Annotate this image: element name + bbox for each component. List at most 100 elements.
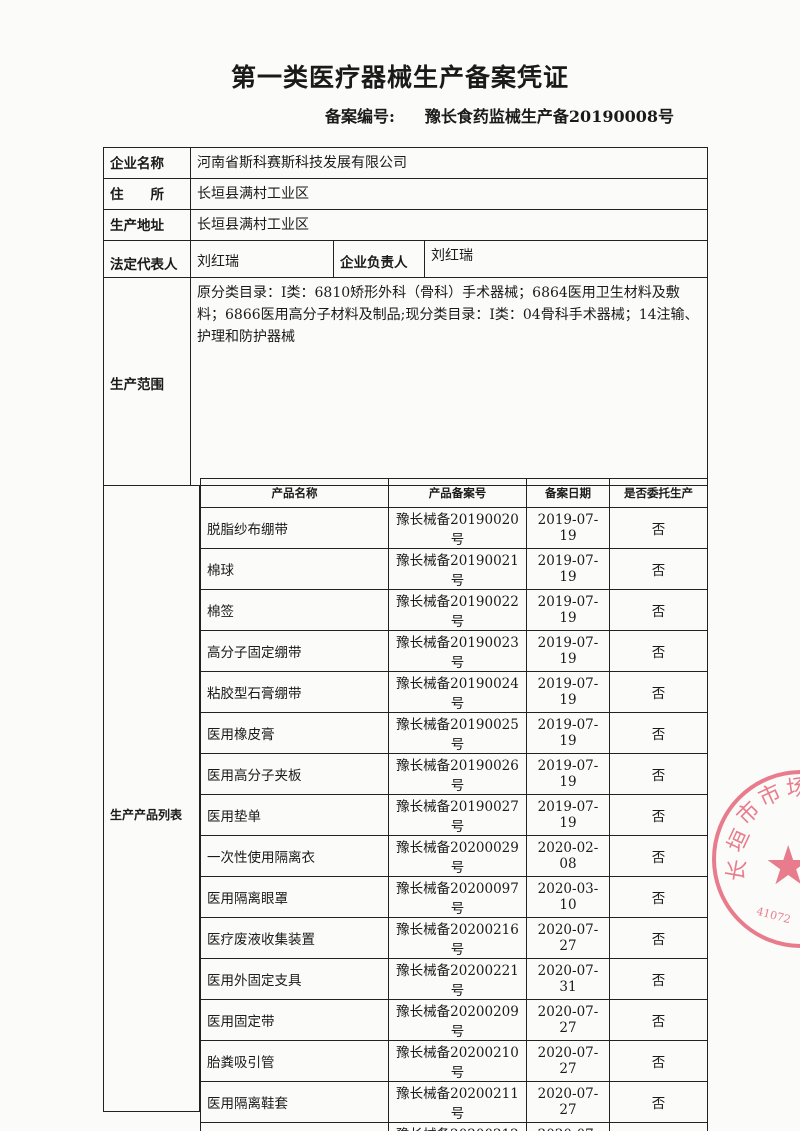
product-date: 2020-07-31 [526,958,610,1000]
product-row: 胎粪吸引管 豫长械备20200210号 2020-07-27 否 [200,1040,708,1082]
header-outsourced: 是否委托生产 [609,478,708,508]
product-date: 2020-03-10 [526,876,610,918]
product-name: 医用垫单 [200,794,389,836]
product-outsourced: 否 [609,999,708,1041]
product-date: 2019-07-19 [526,589,610,631]
product-outsourced: 否 [609,1040,708,1082]
product-outsourced: 否 [609,835,708,877]
scope-value: 原分类目录：Ⅰ类：6810矫形外科（骨科）手术器械；6864医用卫生材料及敷料；… [190,277,708,486]
registration-label: 备案编号: [325,107,395,126]
product-registration-no: 豫长械备20190021号 [388,548,527,590]
product-name: 医用固定带 [200,999,389,1041]
product-row: 医用垫单 豫长械备20190027号 2019-07-19 否 [200,794,708,836]
product-row: 医用外固定支具 豫长械备20200221号 2020-07-31 否 [200,958,708,1000]
company-label: 企业名称 [103,147,191,179]
product-name: 高分子固定绷带 [200,630,389,672]
product-name: 医用外固定支具 [200,958,389,1000]
header-registration-no: 产品备案号 [388,478,527,508]
product-date: 2019-07-19 [526,671,610,713]
product-registration-no: 豫长械备20200212号 [388,1122,527,1131]
product-name: 医用隔离鞋套 [200,1081,389,1123]
product-name: 胎粪吸引管 [200,1040,389,1082]
product-row: 棉球 豫长械备20190021号 2019-07-19 否 [200,548,708,590]
product-row: 医疗废液收集装置 豫长械备20200216号 2020-07-27 否 [200,917,708,959]
product-row: 棉签 豫长械备20190022号 2019-07-19 否 [200,589,708,631]
product-name: 医用橡皮膏 [200,712,389,754]
product-date: 2020-07-27 [526,999,610,1041]
product-row: 医用隔离鞋套 豫长械备20200211号 2020-07-27 否 [200,1081,708,1123]
product-registration-no: 豫长械备20200216号 [388,917,527,959]
product-outsourced: 否 [609,1081,708,1123]
product-registration-no: 豫长械备20190025号 [388,712,527,754]
product-outsourced: 否 [609,794,708,836]
product-row: 高分子固定绷带 豫长械备20190023号 2019-07-19 否 [200,630,708,672]
scope-label: 生产范围 [103,277,191,486]
product-registration-no: 豫长械备20190020号 [388,507,527,549]
product-row: 脱脂纱布绷带 豫长械备20190020号 2019-07-19 否 [200,507,708,549]
product-date: 2019-07-19 [526,548,610,590]
registration-value: 豫长食药监械生产备20190008号 [424,107,674,126]
registration-number: 备案编号: 豫长食药监械生产备20190008号 [325,103,704,127]
header-product-name: 产品名称 [200,478,389,508]
address-label: 住 所 [103,178,191,210]
site-label: 生产地址 [103,209,191,241]
product-name: 粘胶型石膏绷带 [200,671,389,713]
product-name: 棉签 [200,589,389,631]
document-title: 第一类医疗器械生产备案凭证 [230,63,569,92]
product-date: 2020-07-27 [526,1081,610,1123]
product-outsourced: 否 [609,630,708,672]
product-registration-no: 豫长械备20190027号 [388,794,527,836]
product-date: 2020-07-27 [526,1040,610,1082]
product-date: 2019-07-19 [526,794,610,836]
product-date: 2020-07-27 [526,917,610,959]
product-registration-no: 豫长械备20200029号 [388,835,527,877]
product-outsourced: 否 [609,712,708,754]
product-name: 医疗废液收集装置 [200,917,389,959]
head-value: 刘红瑞 [424,240,708,278]
product-registration-no: 豫长械备20200221号 [388,958,527,1000]
product-row: 医用固定带 豫长械备20200209号 2020-07-27 否 [200,999,708,1041]
product-name: 医用隔离眼罩 [200,876,389,918]
product-row: 一次性使用隔离衣 豫长械备20200029号 2020-02-08 否 [200,835,708,877]
address-value: 长垣县满村工业区 [190,178,708,210]
product-name: 医用高分子夹板 [200,753,389,795]
product-registration-no: 豫长械备20190023号 [388,630,527,672]
product-outsourced: 否 [609,671,708,713]
product-date: 2019-07-19 [526,507,610,549]
company-value: 河南省斯科赛斯科技发展有限公司 [190,147,708,179]
product-outsourced: 否 [609,1122,708,1131]
product-registration-no: 豫长械备20200097号 [388,876,527,918]
product-registration-no: 豫长械备20190022号 [388,589,527,631]
product-outsourced: 否 [609,548,708,590]
product-name: 一次性使用隔离衣 [200,835,389,877]
product-date: 2019-07-19 [526,712,610,754]
product-row: 医用橡皮膏 豫长械备20190025号 2019-07-19 否 [200,712,708,754]
product-row: 粘胶型石膏绷带 豫长械备20190024号 2019-07-19 否 [200,671,708,713]
product-date: 2019-07-19 [526,630,610,672]
products-label: 生产产品列表 [103,485,200,1112]
product-table: 产品名称 产品备案号 备案日期 是否委托生产 脱脂纱布绷带 豫长械备2019002… [200,478,708,1131]
product-date: 2020-07-27 [526,1122,610,1131]
product-name: 棉球 [200,548,389,590]
header-date: 备案日期 [526,478,610,508]
product-row: 废液收集袋豫长械备20200212号2020-07-27否 [200,1122,708,1131]
product-outsourced: 否 [609,917,708,959]
product-name: 脱脂纱布绷带 [200,507,389,549]
product-row: 医用隔离眼罩 豫长械备20200097号 2020-03-10 否 [200,876,708,918]
product-table-header: 产品名称 产品备案号 备案日期 是否委托生产 [200,478,708,508]
official-seal: 长 垣 市 市 场 监 ★ 41072 [712,770,800,948]
product-registration-no: 豫长械备20200211号 [388,1081,527,1123]
product-outsourced: 否 [609,507,708,549]
product-outsourced: 否 [609,589,708,631]
product-name: 废液收集袋 [200,1122,389,1131]
star-icon: ★ [764,834,800,897]
head-label: 企业负责人 [333,240,425,278]
product-row: 医用高分子夹板 豫长械备20190026号 2019-07-19 否 [200,753,708,795]
site-value: 长垣县满村工业区 [190,209,708,241]
product-date: 2020-02-08 [526,835,610,877]
product-date: 2019-07-19 [526,753,610,795]
legal-rep-value: 刘红瑞 [190,240,334,278]
product-registration-no: 豫长械备20190026号 [388,753,527,795]
product-registration-no: 豫长械备20200210号 [388,1040,527,1082]
